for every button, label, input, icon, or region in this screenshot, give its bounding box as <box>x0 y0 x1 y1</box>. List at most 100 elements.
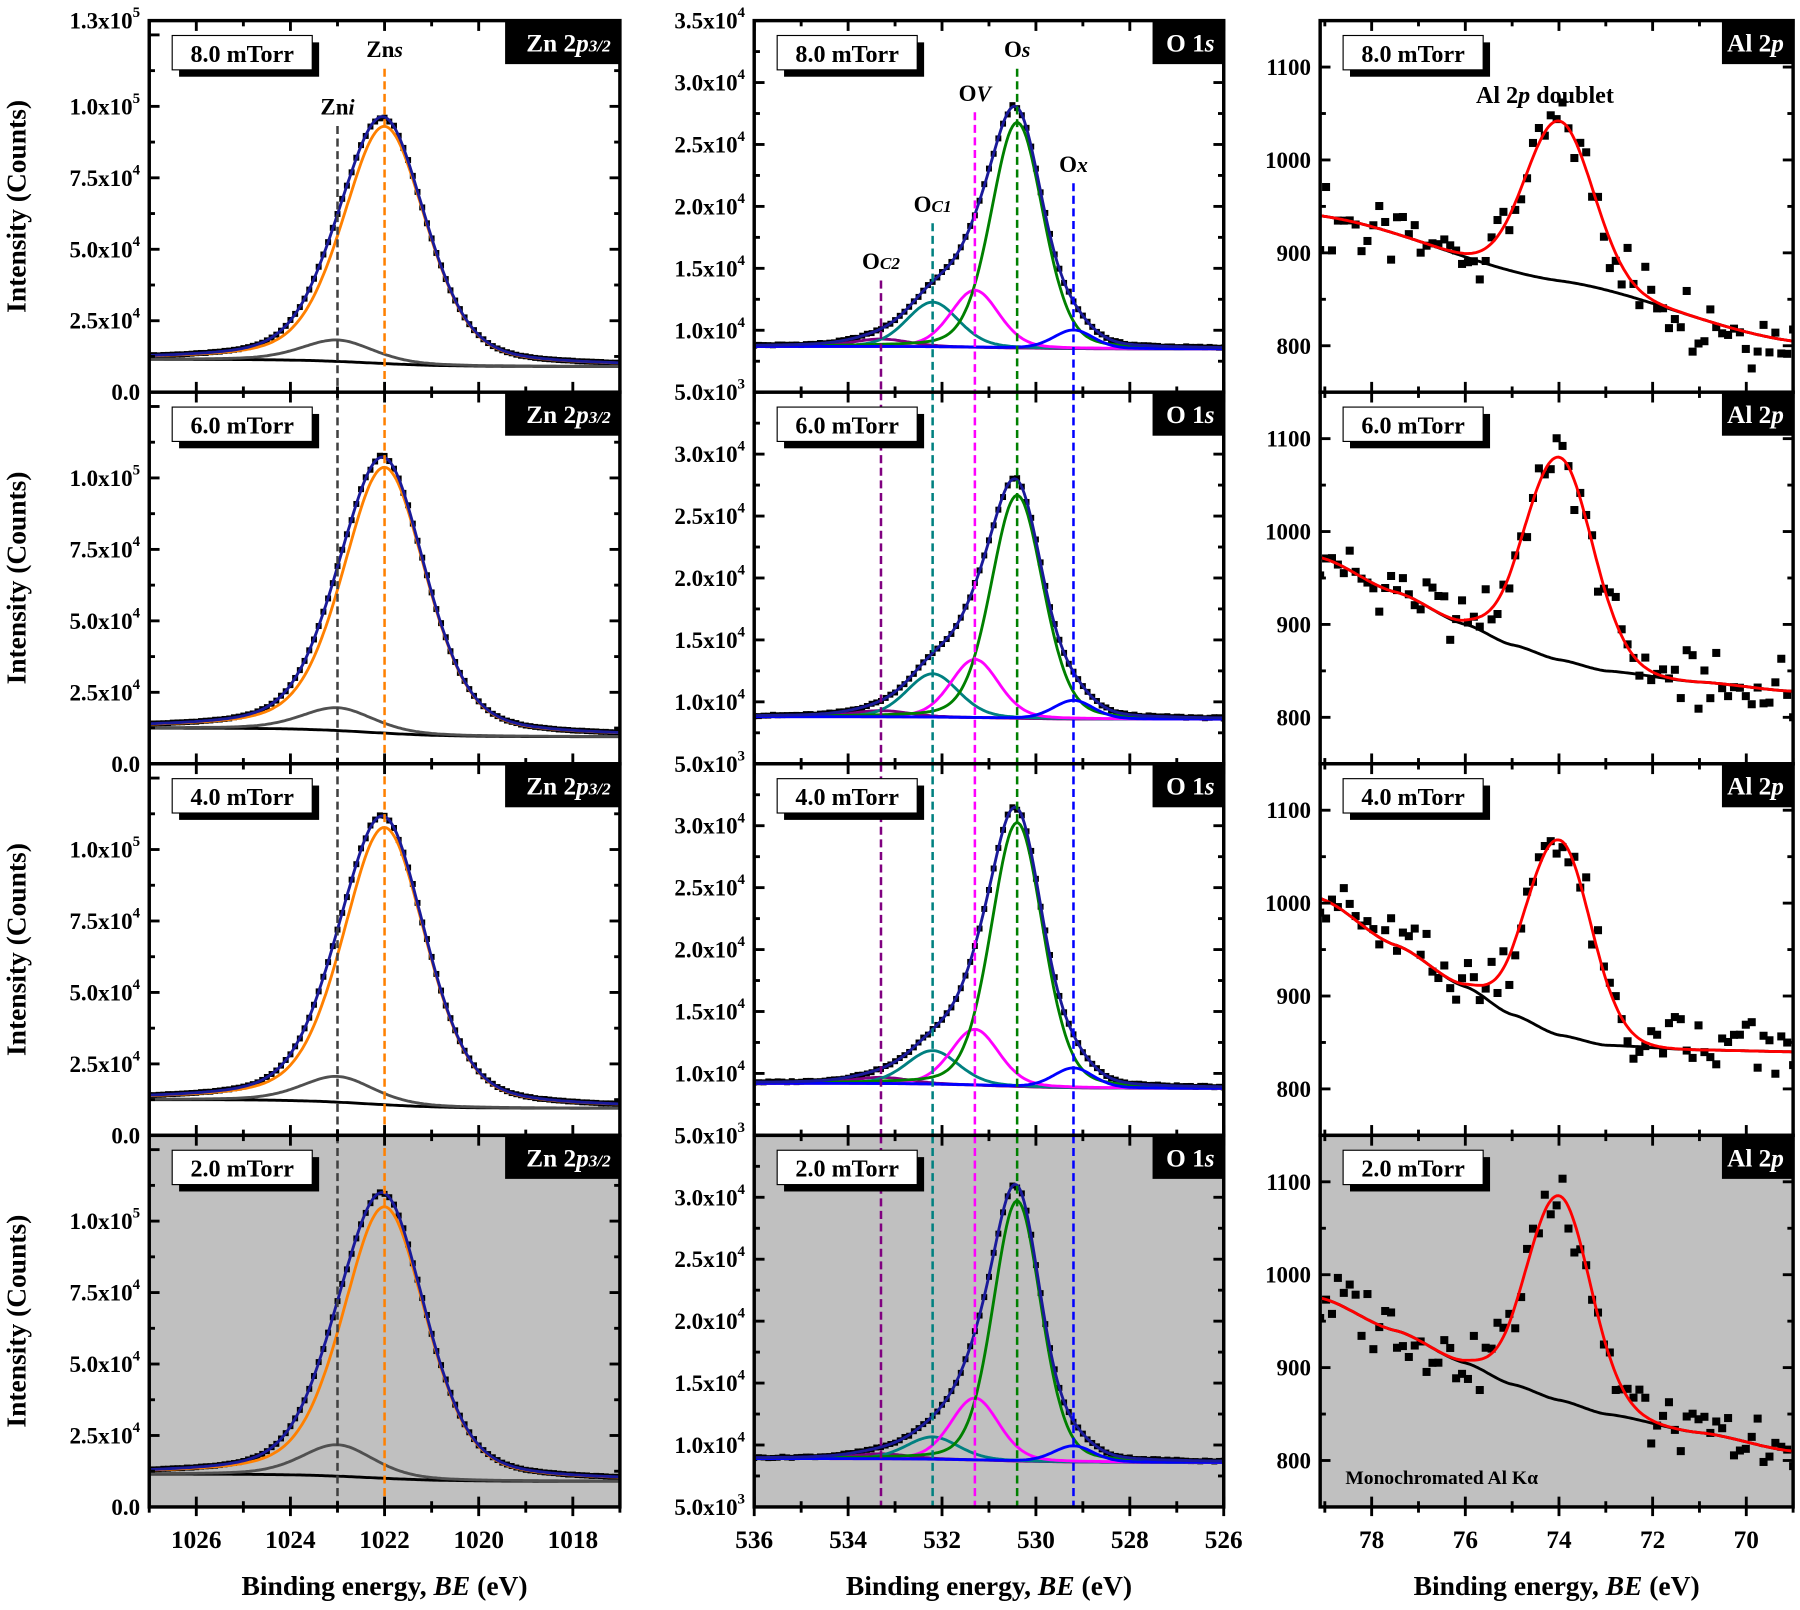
tick-mantissa: 7.5x10 <box>69 537 132 562</box>
data-point <box>1771 1069 1780 1078</box>
title-sub: 3/2 <box>588 37 611 56</box>
tick-mantissa: 1.0x10 <box>69 466 132 491</box>
data-point <box>1440 235 1449 244</box>
tick-mantissa: 800 <box>1277 334 1311 359</box>
data-point <box>1458 596 1467 605</box>
tick-mantissa: 1.5x10 <box>674 1371 737 1396</box>
tick-exponent: 4 <box>133 1349 141 1365</box>
tick-mantissa: 1000 <box>1265 148 1311 173</box>
data-point <box>1718 329 1727 338</box>
data-point <box>1558 441 1567 450</box>
data-point <box>1511 951 1520 960</box>
y-tick-label: 900 <box>1277 241 1311 266</box>
data-point <box>1700 666 1709 675</box>
data-point <box>1363 1290 1372 1299</box>
tick-exponent: 4 <box>738 439 746 455</box>
text-part: Al 2 <box>1476 83 1518 109</box>
data-point <box>1576 488 1585 497</box>
data-point <box>1517 924 1526 933</box>
data-point <box>1676 1447 1685 1456</box>
title-italic: s <box>1204 402 1215 429</box>
data-point <box>1546 1210 1555 1219</box>
data-point <box>1783 349 1792 358</box>
component-peak <box>754 1444 1224 1464</box>
x-tick-label: 74 <box>1546 1527 1572 1554</box>
data-point <box>1475 1386 1484 1395</box>
pressure-label: 8.0 mTorr <box>1361 42 1465 68</box>
data-point <box>1777 1032 1786 1041</box>
y-tick-label: 2.5x104 <box>674 872 745 900</box>
data-point <box>1446 984 1455 993</box>
data-point <box>1611 992 1620 1001</box>
peak-label-sub: x <box>1076 153 1088 177</box>
tick-exponent: 4 <box>738 996 746 1012</box>
data-point <box>1670 315 1679 324</box>
y-tick-label: 3.0x104 <box>674 67 745 95</box>
tick-mantissa: 2.0x10 <box>674 194 737 219</box>
y-tick-label: 1.5x104 <box>674 253 745 281</box>
data-point <box>1688 1053 1697 1062</box>
tick-mantissa: 3.0x10 <box>674 1185 737 1210</box>
data-point <box>1659 665 1668 674</box>
peak-label-sub: C1 <box>932 197 952 216</box>
pressure-label: 4.0 mTorr <box>1361 785 1465 811</box>
pressure-box <box>171 406 313 443</box>
data-point <box>1434 974 1443 983</box>
data-point <box>1469 612 1478 621</box>
pressure-box <box>776 1149 918 1186</box>
data-point <box>1747 364 1756 373</box>
x-tick-label: 534 <box>829 1527 867 1554</box>
data-point <box>1718 1034 1727 1043</box>
data-point <box>1523 533 1532 542</box>
element-label-box <box>1152 392 1224 436</box>
data-point <box>1759 1031 1768 1040</box>
data-point <box>1623 1037 1632 1046</box>
data-point <box>1771 678 1780 687</box>
tick-mantissa: 1100 <box>1266 55 1311 80</box>
data-point <box>1605 588 1614 597</box>
data-point <box>1641 262 1650 271</box>
data-point <box>1676 323 1685 332</box>
y-axis-label: Intensity (Counts) <box>0 472 31 685</box>
data-point <box>1558 843 1567 852</box>
data-point <box>1481 585 1490 594</box>
data-point <box>1333 216 1342 225</box>
title-main: Zn 2 <box>526 774 576 801</box>
data-point <box>1363 917 1372 926</box>
data-point <box>1392 946 1402 955</box>
title-italic: p <box>1769 774 1784 801</box>
data-point <box>1599 232 1608 241</box>
data-point <box>1517 1293 1526 1302</box>
data-point <box>1653 304 1662 313</box>
y-tick-label: 1.0x104 <box>674 315 745 343</box>
data-point <box>1534 853 1543 862</box>
envelope-fit <box>754 1182 1224 1463</box>
data-point <box>1523 887 1532 896</box>
tick-exponent: 4 <box>738 253 746 269</box>
x-tick-label: 528 <box>1111 1527 1149 1554</box>
y-tick-label: 2.5x104 <box>674 501 745 529</box>
data-point <box>1552 115 1561 124</box>
y-tick-label: 1.0x104 <box>674 1430 745 1458</box>
data-point <box>1783 690 1792 699</box>
data-point <box>1617 625 1626 634</box>
text-part: p <box>1516 83 1530 109</box>
element-label: Al 2p <box>1727 1145 1784 1172</box>
data-point <box>1422 241 1431 250</box>
title-italic: p <box>574 31 589 58</box>
x-axis-label: Binding energy, BE (eV) <box>242 1570 528 1601</box>
tick-exponent: 3 <box>738 748 745 764</box>
plot-content <box>754 1182 1224 1465</box>
y-tick-label: 0.0 <box>111 1495 140 1520</box>
peak-label-main: Zn <box>320 95 348 120</box>
data-point <box>1387 571 1396 580</box>
data-point <box>1428 1358 1437 1367</box>
envelope-fit <box>754 477 1224 720</box>
data-point <box>1369 584 1378 593</box>
data-point <box>1481 984 1490 993</box>
data-point <box>1416 605 1425 614</box>
tick-mantissa: 2.0x10 <box>674 566 737 591</box>
data-point <box>1735 1446 1744 1455</box>
tick-mantissa: 7.5x10 <box>69 166 132 191</box>
